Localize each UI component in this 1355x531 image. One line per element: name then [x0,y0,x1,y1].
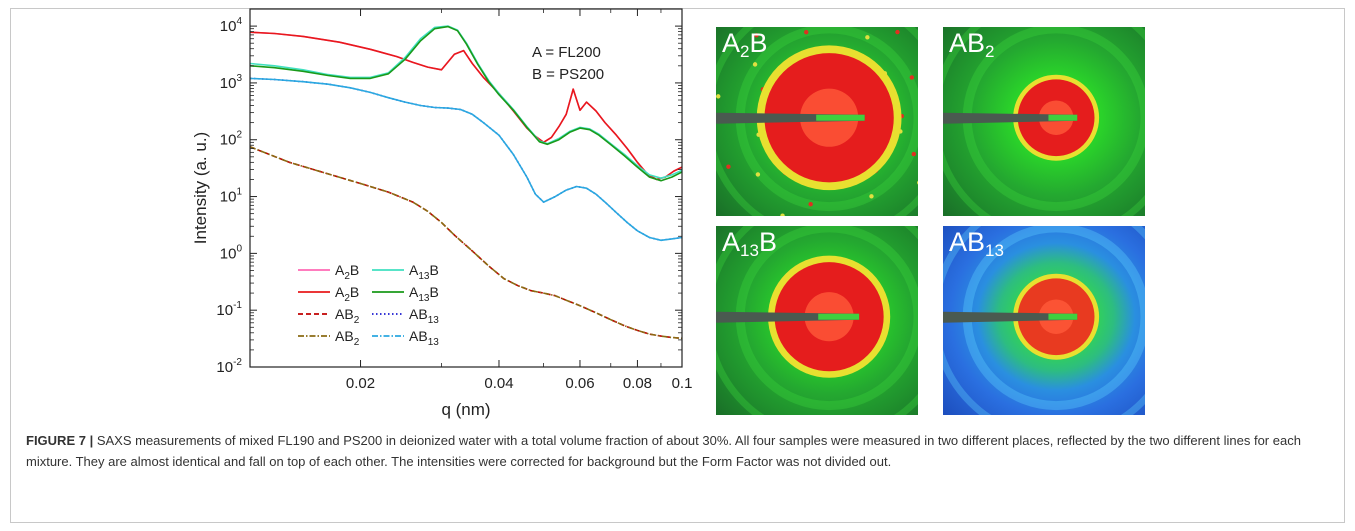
saxs-image-label: A2B [722,30,768,60]
y-tick-label: 10-2 [216,357,242,376]
bragg-peak [804,30,808,34]
saxs-image-a13b: A13B [716,226,918,415]
beamstop-tip [1048,314,1077,320]
y-tick-label: 100 [220,243,243,262]
y-tick-label: 101 [220,187,243,206]
y-tick-label: 104 [220,16,243,35]
saxs-image-label: A13B [722,229,777,259]
bragg-peak [912,152,916,156]
annotation-text: B = PS200 [532,66,604,83]
beamstop-tip [816,115,864,121]
legend-label: A2B [335,262,359,282]
legend-label: AB2 [335,306,360,326]
annotation-text: A = FL200 [532,44,601,61]
saxs-image-label: AB13 [949,229,1004,259]
x-tick-label: 0.02 [346,375,375,392]
legend-label: AB13 [409,306,439,326]
x-tick-label: 0.1 [672,375,693,392]
y-axis-label: Intensity (a. u.) [191,132,210,244]
saxs-intensity-chart: 10-2 10-1 100 101 102 103 104 0.02 0.04 0.06 0.08 0… [180,0,700,425]
series-line-7 [250,78,682,240]
legend-label: AB2 [335,328,360,348]
figure-caption: FIGURE 7 | SAXS measurements of mixed FL… [26,430,1326,472]
bragg-peak [869,194,873,198]
series-line-6 [250,78,682,240]
x-tick-label: 0.06 [565,375,594,392]
bragg-peak [865,35,869,39]
beamstop-tip [1048,115,1077,121]
saxs-image-label: AB2 [949,30,995,60]
legend-label: A2B [335,284,359,304]
x-tick-label: 0.08 [623,375,652,392]
caption-text: SAXS measurements of mixed FL190 and PS2… [26,433,1301,469]
bragg-peak [756,172,760,176]
bragg-peak [808,202,812,206]
bragg-peak [753,62,757,66]
legend-label: A13B [409,262,439,282]
legend-label: A13B [409,284,439,304]
bragg-peak [910,75,914,79]
y-tick-label: 103 [220,73,243,92]
beamstop-tip [818,314,859,320]
saxs-image-ab2: AB2 [943,27,1145,216]
bragg-peak [726,164,730,168]
y-tick-label: 102 [220,130,243,149]
saxs-image-ab13: AB13 [943,226,1145,415]
bragg-peak [895,30,899,34]
bragg-peak [716,94,720,98]
series-line-5 [250,147,682,338]
series-line-2 [250,26,682,178]
y-tick-label: 10-1 [216,300,242,319]
legend-label: AB13 [409,328,439,348]
series-line-1 [250,32,682,179]
series-line-3 [250,27,682,181]
saxs-image-a2b: A2B [716,27,918,216]
caption-label: FIGURE 7 | [26,433,93,448]
x-tick-label: 0.04 [484,375,513,392]
series-line-4 [250,147,682,338]
x-axis-label: q (nm) [441,400,490,419]
